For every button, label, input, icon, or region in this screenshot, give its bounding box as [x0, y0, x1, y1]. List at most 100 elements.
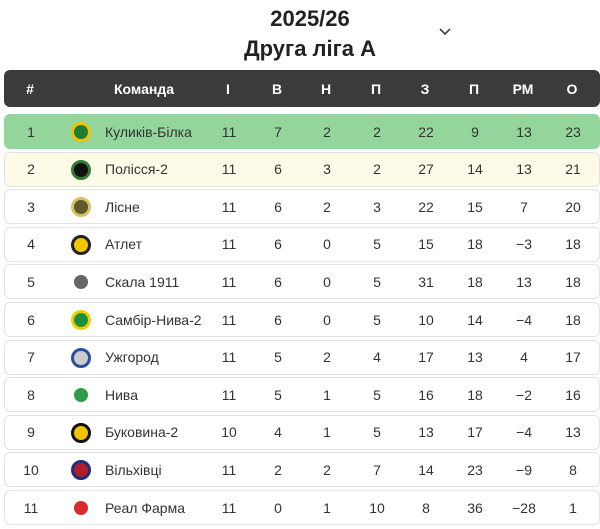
column-header[interactable]: О — [566, 80, 578, 97]
stat-cell: 22 — [418, 123, 434, 140]
stat-cell: 1 — [27, 123, 35, 140]
stat-cell: 11 — [221, 123, 237, 140]
table-row[interactable]: 8 Нива 11 5 1 5 16 18 −2 16 — [4, 377, 600, 413]
stat-cell: 11 — [221, 311, 237, 328]
table-row[interactable]: 4 Атлет 11 6 0 5 15 18 −3 18 — [4, 226, 600, 262]
stat-cell: 14 — [467, 161, 483, 178]
column-header[interactable]: Команда — [114, 80, 174, 97]
stat-cell: 11 — [221, 236, 237, 253]
column-header[interactable]: П — [468, 80, 480, 97]
stat-cell: 22 — [418, 198, 434, 215]
column-header[interactable]: Н — [320, 80, 332, 97]
stat-cell: 14 — [467, 311, 483, 328]
stat-cell: 5 — [373, 424, 381, 441]
team-logo — [71, 498, 91, 518]
stat-cell: 13 — [516, 123, 532, 140]
column-header[interactable]: І — [226, 80, 230, 97]
stat-cell: 31 — [418, 273, 434, 290]
stat-cell: 11 — [221, 461, 237, 478]
team-logo — [71, 460, 91, 481]
team-logo — [71, 310, 91, 330]
stat-cell: 14 — [418, 461, 434, 478]
stat-cell: 2 — [373, 161, 381, 178]
stat-cell: −9 — [516, 461, 532, 478]
table-row[interactable]: 11 Реал Фарма 11 0 1 10 8 36 −28 1 — [4, 490, 600, 525]
team-logo — [71, 197, 91, 218]
stat-cell: 5 — [274, 349, 282, 366]
stat-cell: 8 — [27, 386, 35, 403]
table-row[interactable]: 6 Самбір-Нива-2 11 6 0 5 10 14 −4 18 — [4, 302, 600, 337]
column-header[interactable]: # — [26, 80, 34, 97]
column-header[interactable]: В — [271, 80, 283, 97]
stat-cell: 10 — [221, 424, 237, 441]
stat-cell: 1 — [569, 499, 577, 516]
column-header[interactable]: З — [420, 80, 430, 97]
stat-cell: 23 — [565, 123, 581, 140]
team-logo — [71, 385, 91, 406]
stat-cell: 13 — [565, 424, 581, 441]
stat-cell: 4 — [520, 349, 528, 366]
team-name[interactable]: Атлет — [105, 236, 143, 253]
stat-cell: 2 — [373, 123, 381, 140]
stat-cell: 11 — [221, 386, 237, 403]
stat-cell: 7 — [373, 461, 381, 478]
team-name[interactable]: Буковина-2 — [105, 424, 179, 441]
stat-cell: 5 — [373, 311, 381, 328]
stat-cell: −2 — [516, 386, 532, 403]
stat-cell: 8 — [569, 461, 577, 478]
stat-cell: 18 — [565, 236, 581, 253]
stat-cell: 10 — [369, 499, 385, 516]
team-name[interactable]: Куликів-Білка — [105, 123, 192, 140]
table-row[interactable]: 2 Полісся-2 11 6 3 2 27 14 13 21 — [4, 151, 600, 187]
team-name[interactable]: Нива — [105, 386, 138, 403]
team-name[interactable]: Вільхівці — [105, 461, 162, 478]
column-header[interactable]: П — [370, 80, 382, 97]
stat-cell: 7 — [520, 198, 528, 215]
stat-cell: 13 — [516, 273, 532, 290]
stat-cell: −28 — [512, 499, 536, 516]
stat-cell: 1 — [323, 499, 331, 516]
dropdown-chevron[interactable] — [438, 27, 452, 37]
stat-cell: 2 — [274, 461, 282, 478]
stat-cell: 6 — [274, 198, 282, 215]
stat-cell: 11 — [221, 161, 237, 178]
stat-cell: 23 — [467, 461, 483, 478]
stat-cell: −3 — [516, 236, 532, 253]
table-row[interactable]: 10 Вільхівці 11 2 2 7 14 23 −9 8 — [4, 452, 600, 488]
team-name[interactable]: Полісся-2 — [105, 161, 168, 178]
stat-cell: −4 — [516, 424, 532, 441]
stat-cell: 2 — [323, 349, 331, 366]
stat-cell: 16 — [418, 386, 434, 403]
stat-cell: 1 — [323, 424, 331, 441]
stat-cell: 13 — [418, 424, 434, 441]
team-name[interactable]: Скала 1911 — [105, 273, 180, 290]
table-row[interactable]: 7 Ужгород 11 5 2 4 17 13 4 17 — [4, 339, 600, 375]
table-row[interactable]: 1 Куликів-Білка 11 7 2 2 22 9 13 23 — [4, 114, 600, 149]
stat-cell: 5 — [27, 273, 35, 290]
team-logo — [71, 422, 91, 443]
stat-cell: −4 — [516, 311, 532, 328]
table-header: # Команда І В Н П З П РМ О — [4, 70, 600, 107]
team-name[interactable]: Ужгород — [105, 349, 159, 366]
stat-cell: 6 — [274, 236, 282, 253]
stat-cell: 3 — [27, 198, 35, 215]
column-header[interactable]: РМ — [512, 80, 534, 97]
team-name[interactable]: Реал Фарма — [105, 499, 185, 516]
team-name[interactable]: Самбір-Нива-2 — [105, 311, 202, 328]
stat-cell: 6 — [27, 311, 35, 328]
stat-cell: 8 — [422, 499, 430, 516]
stat-cell: 2 — [323, 198, 331, 215]
stat-cell: 10 — [23, 461, 39, 478]
stat-cell: 18 — [565, 311, 581, 328]
stat-cell: 0 — [323, 236, 331, 253]
stat-cell: 0 — [323, 311, 331, 328]
table-row[interactable]: 9 Буковина-2 10 4 1 5 13 17 −4 13 — [4, 414, 600, 450]
stat-cell: 10 — [418, 311, 434, 328]
table-row[interactable]: 3 Лісне 11 6 2 3 22 15 7 20 — [4, 189, 600, 225]
stat-cell: 7 — [274, 123, 282, 140]
stat-cell: 15 — [467, 198, 483, 215]
stat-cell: 17 — [467, 424, 483, 441]
team-name[interactable]: Лісне — [105, 198, 140, 215]
table-row[interactable]: 5 Скала 1911 11 6 0 5 31 18 13 18 — [4, 264, 600, 300]
stat-cell: 11 — [23, 499, 39, 516]
